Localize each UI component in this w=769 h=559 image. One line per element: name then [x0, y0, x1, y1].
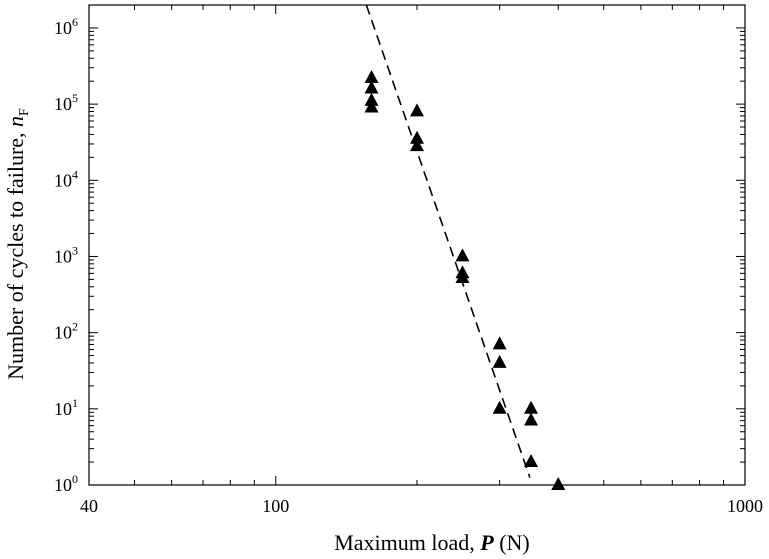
x-tick-label: 100 [262, 496, 289, 516]
axis-ticks [88, 4, 746, 486]
y-tick-label-exponent: 2 [72, 320, 78, 334]
y-tick-label-exponent: 3 [72, 243, 78, 257]
fit-line-layer [365, 4, 531, 478]
data-point-triangle [492, 354, 507, 368]
y-tick-label: 104 [54, 167, 78, 190]
y-tick-label: 102 [54, 320, 78, 343]
data-point-triangle [455, 248, 470, 262]
y-tick-label-base: 10 [54, 170, 72, 190]
y-tick-label: 103 [54, 243, 78, 266]
data-point-triangle [455, 270, 470, 284]
y-axis-label-subscript: F [17, 108, 32, 116]
y-tick-label-base: 10 [54, 18, 72, 38]
y-tick-label: 101 [54, 396, 78, 419]
y-tick-label-base: 10 [54, 399, 72, 419]
y-tick-label-base: 10 [54, 323, 72, 343]
y-tick-label-exponent: 1 [72, 396, 78, 410]
plot-area-frame [88, 4, 746, 486]
data-point-triangle [551, 476, 566, 490]
y-tick-label-base: 10 [54, 246, 72, 266]
data-point-triangle [524, 454, 539, 468]
data-point-triangle [492, 336, 507, 350]
data-point-triangle [364, 69, 379, 83]
x-axis-label-unit: (N) [494, 530, 530, 555]
y-tick-label-exponent: 4 [72, 167, 78, 181]
data-point-triangle [364, 99, 379, 113]
y-axis-label-text: Number of cycles to failure, [3, 127, 28, 380]
fit-line [365, 4, 531, 478]
y-axis-label: Number of cycles to failure, nF [3, 108, 32, 380]
data-point-triangle [524, 412, 539, 426]
y-tick-label: 106 [54, 15, 78, 38]
data-point-triangle [410, 130, 424, 144]
x-axis-label-symbol: P [479, 530, 494, 555]
x-axis-label-text: Maximum load, [334, 530, 480, 555]
data-point-triangle [492, 400, 507, 414]
data-point-triangle [364, 80, 379, 94]
data-points [364, 69, 566, 490]
y-tick-label-base: 10 [54, 94, 72, 114]
x-tick-label: 1000 [727, 496, 763, 516]
data-point-triangle [364, 92, 379, 106]
y-tick-label-exponent: 6 [72, 15, 78, 29]
y-tick-label-exponent: 0 [72, 472, 78, 486]
x-tick-label: 40 [80, 496, 98, 516]
data-point-triangle [410, 138, 424, 152]
y-tick-label: 100 [54, 472, 78, 495]
data-point-triangle [524, 400, 539, 414]
y-tick-label-exponent: 5 [72, 91, 78, 105]
data-point-triangle [410, 103, 424, 117]
y-tick-label: 105 [54, 91, 78, 114]
x-axis-label: Maximum load, P (N) [334, 530, 530, 555]
y-axis-label-symbol: n [3, 116, 28, 127]
y-tick-label-base: 10 [54, 475, 72, 495]
